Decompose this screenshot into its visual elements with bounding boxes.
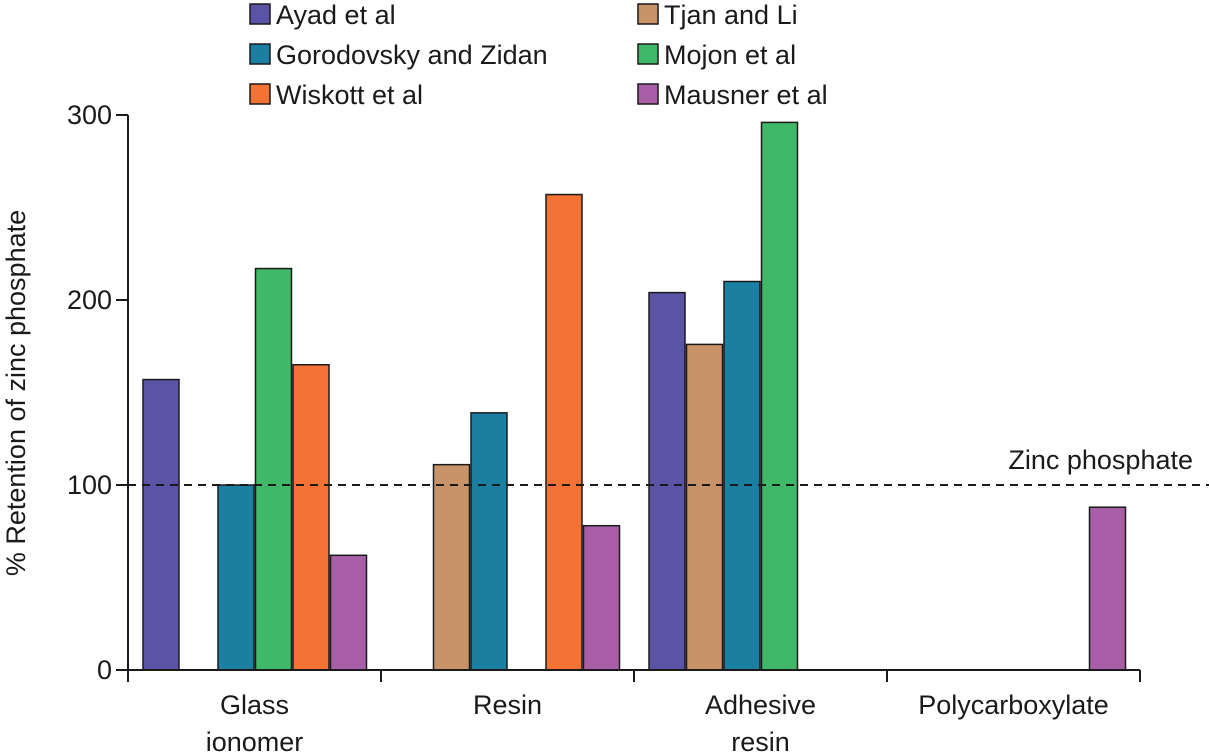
bar xyxy=(760,121,799,671)
legend: Ayad et al Tjan and Li Gorodovsky and Zida… xyxy=(249,0,828,110)
category-label: Polycarboxylate xyxy=(918,690,1109,720)
y-tick-label: 200 xyxy=(67,285,112,315)
legend-swatch xyxy=(249,43,271,65)
category-label: Resin xyxy=(473,690,542,720)
bar xyxy=(582,524,621,671)
legend-swatch xyxy=(637,43,659,65)
legend-label: Tjan and Li xyxy=(664,0,798,30)
legend-label: Mojon et al xyxy=(664,40,796,70)
legend-swatch xyxy=(637,83,659,105)
category-label: Glass ionomer xyxy=(206,690,304,753)
reference-line: Zinc phosphate xyxy=(128,445,1209,486)
legend-label: Gorodovsky and Zidan xyxy=(276,40,548,70)
category-label: Adhesive resin xyxy=(705,690,816,753)
bar xyxy=(685,343,724,671)
bar xyxy=(254,267,293,671)
legend-swatch xyxy=(249,83,271,105)
bar xyxy=(470,412,508,671)
bar xyxy=(217,484,255,671)
legend-label: Mausner et al xyxy=(664,80,828,110)
bar xyxy=(1088,506,1127,671)
bar xyxy=(292,364,330,671)
legend-swatch xyxy=(249,3,271,25)
y-tick-label: 300 xyxy=(67,100,112,130)
bar xyxy=(329,554,368,671)
y-tick-label: 0 xyxy=(97,655,112,685)
bar xyxy=(142,378,180,671)
y-axis: 0 100 200 300 xyxy=(67,100,129,685)
bar xyxy=(545,193,583,671)
bar xyxy=(723,280,761,671)
legend-label: Ayad et al xyxy=(276,0,396,30)
y-tick-label: 100 xyxy=(67,470,112,500)
x-axis: Glass ionomer Resin Adhesive resin Polycarbox… xyxy=(127,669,1141,753)
reference-line-label: Zinc phosphate xyxy=(1008,445,1193,475)
bar xyxy=(648,291,686,671)
y-axis-label: % Retention of zinc phosphate xyxy=(1,210,31,576)
bar xyxy=(432,463,471,671)
legend-label: Wiskott et al xyxy=(276,80,423,110)
bars xyxy=(142,121,1127,671)
legend-swatch xyxy=(637,3,659,25)
